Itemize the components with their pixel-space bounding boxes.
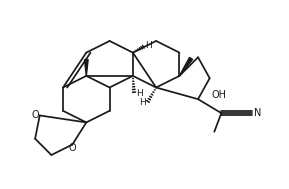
Text: H: H bbox=[145, 41, 152, 50]
Text: H: H bbox=[140, 98, 146, 107]
Text: H: H bbox=[136, 89, 142, 98]
Text: O: O bbox=[32, 110, 39, 120]
Text: O: O bbox=[69, 143, 77, 153]
Text: OH: OH bbox=[212, 90, 227, 99]
Polygon shape bbox=[179, 57, 192, 76]
Text: N: N bbox=[254, 108, 261, 118]
Polygon shape bbox=[84, 60, 88, 76]
